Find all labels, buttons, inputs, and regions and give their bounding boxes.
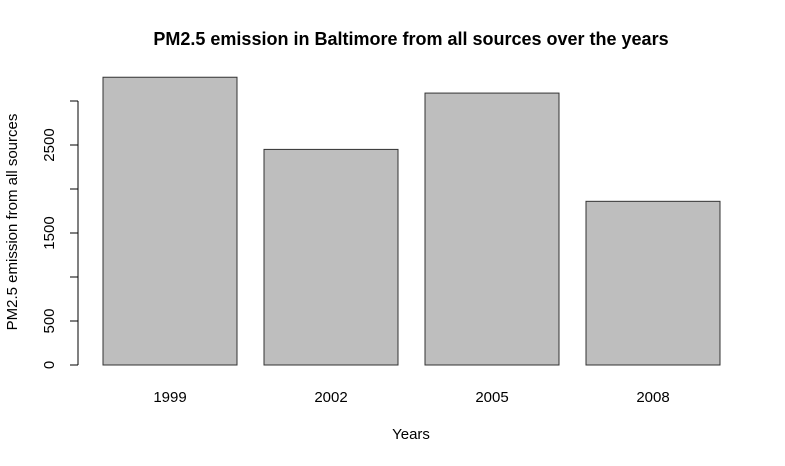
y-tick-label: 0 (41, 361, 58, 369)
bar (424, 92, 560, 366)
bar (585, 200, 721, 366)
x-tick-label: 1999 (153, 389, 186, 406)
y-axis-title: PM2.5 emission from all sources (4, 114, 21, 331)
chart-title: PM2.5 emission in Baltimore from all sou… (153, 29, 668, 49)
x-tick-label: 2008 (636, 389, 669, 406)
y-tick-label: 1500 (41, 216, 58, 249)
bar (102, 76, 238, 366)
bar (263, 148, 399, 366)
x-tick-label: 2005 (475, 389, 508, 406)
x-axis-title: Years (392, 426, 430, 443)
y-tick-label: 2500 (41, 128, 58, 161)
y-tick-label: 500 (41, 308, 58, 333)
x-tick-label: 2002 (314, 389, 347, 406)
